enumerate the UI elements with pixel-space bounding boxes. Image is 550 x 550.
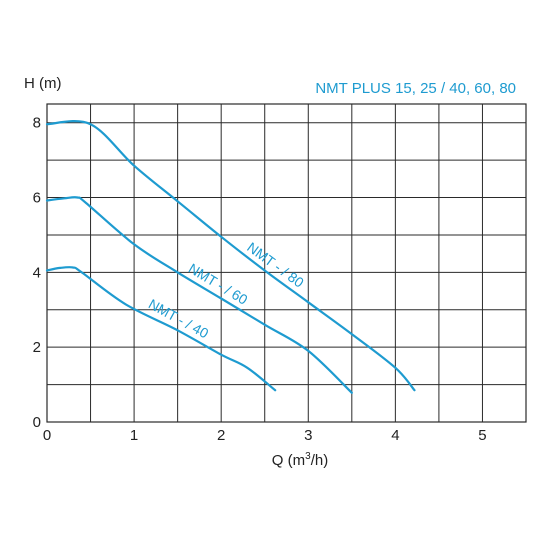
series-curves <box>45 120 416 394</box>
x-axis-label: Q (m3/h) <box>272 451 328 469</box>
x-tick-label: 5 <box>478 427 486 444</box>
y-tick-label: 6 <box>33 190 41 207</box>
y-tick-label: 0 <box>33 414 41 431</box>
y-tick-label: 2 <box>33 339 41 356</box>
x-tick-label: 0 <box>43 427 51 444</box>
series-label: NMT - / 80 <box>244 239 307 291</box>
y-axis-label: H (m) <box>24 75 62 92</box>
x-axis-label-sup: 3 <box>305 451 311 462</box>
tick-labels: 0 1 2 3 4 5 0 2 4 6 8 <box>33 115 487 444</box>
series-line <box>45 120 416 392</box>
grid <box>46 103 527 423</box>
x-tick-label: 1 <box>130 427 138 444</box>
series-line <box>45 266 277 392</box>
x-tick-label: 2 <box>217 427 225 444</box>
plot-frame <box>46 103 527 423</box>
chart-title: NMT PLUS 15, 25 / 40, 60, 80 <box>315 80 516 97</box>
y-tick-label: 4 <box>33 264 41 281</box>
x-axis-label-prefix: Q (m <box>272 452 305 469</box>
series-line <box>45 196 353 394</box>
y-tick-label: 8 <box>33 115 41 132</box>
x-axis-label-suffix: /h) <box>311 452 329 469</box>
x-tick-label: 3 <box>304 427 312 444</box>
x-tick-label: 4 <box>391 427 399 444</box>
